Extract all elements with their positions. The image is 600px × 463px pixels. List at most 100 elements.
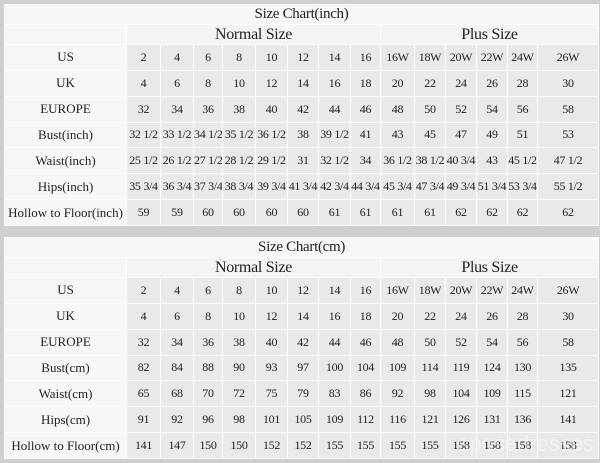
size-cell: 26W [537,44,599,71]
size-cell: 141 [536,406,600,434]
size-cell: 8 [193,69,223,97]
size-chart-cm: Size Chart(cm) Normal Size Plus Size US 2 4 6 8… [3,237,600,459]
size-cell: 45 1/2 [507,147,538,175]
size-cell: 4 [160,277,194,304]
size-cell: 47 3/4 [414,173,446,201]
watermark: sposadresses [458,431,594,456]
size-cell: 105 [287,406,319,434]
size-cell: 37 3/4 [193,173,223,201]
size-cell: 70 [193,380,223,408]
size-cell: 86 [350,380,381,408]
size-cell: 56 [507,95,538,123]
size-cell: 52 [445,328,477,356]
size-cell: 10 [255,277,288,304]
size-cell: 50 [414,95,446,123]
table-row: Hollow to Floor(cm) 141 147 150 150 152 152 155… [4,432,600,459]
size-cell: 44 [318,328,351,356]
size-cell: 40 [255,95,288,123]
header-blank [4,257,127,278]
size-cell: 22W [476,44,508,71]
size-cell: 97 [287,354,319,382]
size-cell: 62 [537,199,599,226]
size-cell: 32 1/2 [126,121,161,149]
size-cell: 55 1/2 [537,173,599,201]
size-cell: 61 [318,199,351,226]
size-cell: 24 [445,69,477,97]
size-cell: 45 3/4 [380,173,415,201]
size-table: Size Chart(cm) Normal Size Plus Size US 2 4 6 8… [3,237,600,459]
size-cell: 12 [287,277,319,304]
size-cell: 22 [414,302,446,330]
size-cell: 24 [445,302,477,330]
size-cell: 16W [380,44,415,71]
size-cell: 36 1/2 [255,121,288,149]
size-cell: 12 [255,69,288,97]
table-row: Waist(cm) 65 68 70 72 75 79 83 86 92 98 104 109 115 12… [4,380,600,408]
size-cell: 30 [537,69,599,97]
size-cell: 150 [222,432,256,459]
size-cell: 8 [222,44,256,71]
size-cell: 22 [414,69,446,97]
size-cell: 39 3/4 [255,173,288,201]
size-cell: 38 1/2 [414,147,446,175]
size-cell: 49 [476,121,508,149]
size-cell: 91 [126,406,161,434]
size-cell: 84 [160,354,194,382]
size-cell: 2 [126,277,161,304]
table-row: UK 4 6 8 10 12 14 16 18 20 22 24 26 28 30 [4,69,599,97]
size-cell: 115 [507,380,538,408]
size-cell: 44 3/4 [350,173,381,201]
size-cell: 27 1/2 [193,147,223,175]
group-plus-size: Plus Size [380,24,599,45]
table-row: Bust(inch) 32 1/2 33 1/2 34 1/2 35 1/2 36 1/2… [4,121,599,149]
size-cell: 39 1/2 [318,121,351,149]
size-cell: 51 3/4 [476,173,508,201]
size-cell: 38 [287,121,319,149]
size-cell: 83 [318,380,351,408]
size-cell: 24W [507,44,538,71]
size-cell: 38 3/4 [222,173,256,201]
chart-title: Size Chart(cm) [3,237,600,258]
size-cell: 20W [445,44,477,71]
size-cell: 96 [193,406,223,434]
size-cell: 18W [414,44,446,71]
size-cell: 48 [380,328,415,356]
row-label: Hips(cm) [4,406,127,434]
size-cell: 12 [255,302,288,330]
size-cell: 49 3/4 [445,173,477,201]
size-cell: 114 [414,354,446,382]
size-cell: 101 [255,406,288,434]
row-label: Hollow to Floor(cm) [4,432,127,459]
size-cell: 65 [126,380,161,408]
row-label: EUROPE [4,95,127,123]
row-label: UK [4,302,127,330]
size-cell: 14 [287,69,319,97]
size-cell: 16 [318,302,351,330]
size-cell: 42 3/4 [318,173,351,201]
header-blank [4,24,127,45]
size-cell: 56 [507,328,538,356]
size-cell: 22W [476,277,508,304]
size-cell: 126 [445,406,477,434]
table-row: EUROPE 32 34 36 38 40 42 44 46 48 50 52 54 56 58 [4,328,600,356]
size-cell: 112 [350,406,381,434]
size-cell: 18 [350,302,381,330]
size-cell: 26 [476,69,508,97]
size-cell: 34 1/2 [193,121,223,149]
size-cell: 12 [287,44,319,71]
size-cell: 155 [350,432,381,459]
size-cell: 43 [380,121,415,149]
size-cell: 8 [222,277,256,304]
row-label: Hips(inch) [4,173,127,201]
size-cell: 18W [414,277,446,304]
size-cell: 59 [126,199,161,226]
size-cell: 10 [222,69,256,97]
table-row: US 2 4 6 8 10 12 14 16 16W 18W 20W 22W 24W 26W [4,277,600,304]
size-cell: 61 [350,199,381,226]
group-plus-size: Plus Size [379,257,600,278]
size-chart-inch: Size Chart(inch) Normal Size Plus Size US 2 4… [4,4,599,226]
size-cell: 38 [222,328,256,356]
size-cell: 44 [318,95,351,123]
size-cell: 32 1/2 [318,147,351,175]
table-row: Hips(cm) 91 92 96 98 101 105 109 112 116 121 126 131… [4,406,600,434]
